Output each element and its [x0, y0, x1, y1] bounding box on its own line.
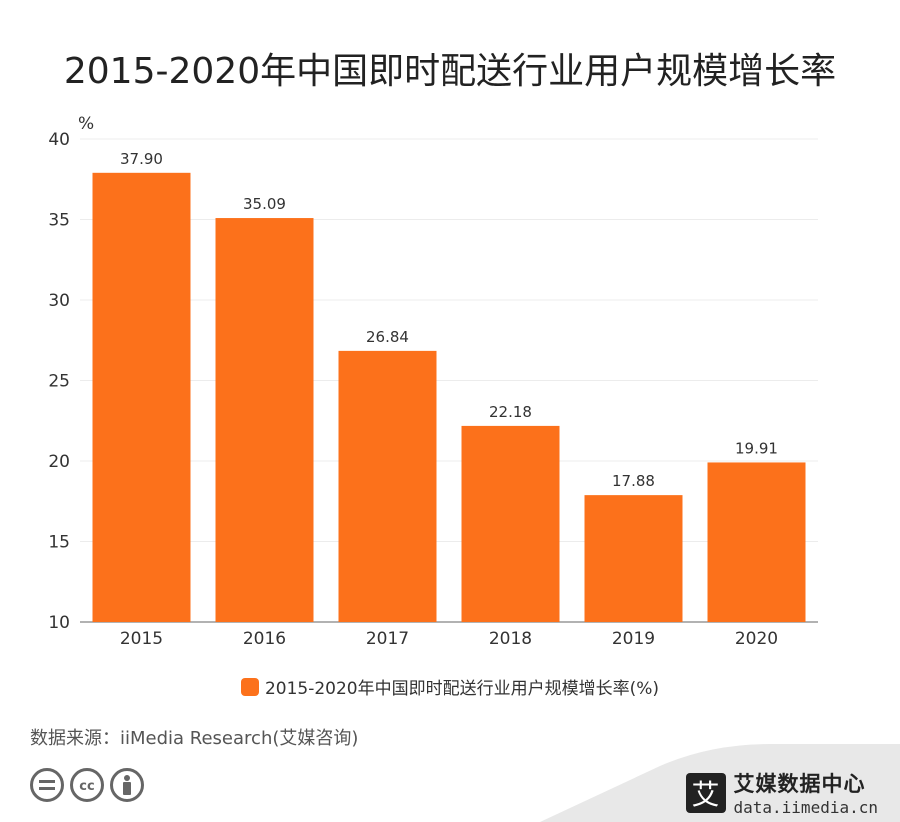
equal-icon [30, 768, 64, 802]
brand-mark-icon: 艾 [685, 772, 726, 813]
svg-text:cc: cc [79, 779, 94, 792]
data-label: 22.18 [489, 403, 532, 421]
y-tick-label: 40 [48, 130, 70, 150]
legend-label: 2015-2020年中国即时配送行业用户规模增长率(%) [264, 679, 660, 699]
bar [584, 495, 683, 622]
x-tick-label: 2020 [735, 629, 778, 649]
brand-logo: 艾 艾媒数据中心 data.iimedia.cn [685, 768, 879, 817]
bar [707, 462, 806, 622]
x-tick-label: 2015 [120, 629, 163, 649]
brand-url[interactable]: data.iimedia.cn [733, 798, 879, 817]
data-label: 17.88 [612, 472, 655, 490]
x-tick-label: 2019 [612, 629, 655, 649]
cc-icon: cc [70, 768, 104, 802]
data-label: 19.91 [735, 439, 778, 457]
bar [92, 172, 191, 622]
brand-name: 艾媒数据中心 [733, 772, 866, 796]
x-tick-label: 2018 [489, 629, 532, 649]
x-tick-label: 2016 [243, 629, 286, 649]
bar [215, 218, 314, 622]
data-label: 37.90 [120, 150, 163, 168]
y-tick-label: 20 [48, 452, 70, 472]
x-tick-label: 2017 [366, 629, 409, 649]
chart-title: 2015-2020年中国即时配送行业用户规模增长率 [63, 51, 837, 92]
data-label: 35.09 [243, 195, 286, 213]
y-tick-label: 10 [48, 613, 70, 633]
legend[interactable]: 2015-2020年中国即时配送行业用户规模增长率(%) [0, 674, 900, 699]
y-axis-label: % [78, 114, 94, 134]
license-icons: cc [30, 768, 144, 802]
y-tick-label: 35 [48, 211, 70, 231]
bar [461, 425, 560, 622]
bar [338, 350, 437, 622]
y-tick-label: 25 [48, 372, 70, 392]
source-note: 数据来源：iiMedia Research(艾媒咨询) [30, 728, 359, 749]
person-icon [110, 768, 144, 802]
data-label: 26.84 [366, 328, 409, 346]
y-tick-label: 30 [48, 291, 70, 311]
legend-swatch [240, 677, 259, 696]
y-tick-label: 15 [48, 533, 70, 553]
